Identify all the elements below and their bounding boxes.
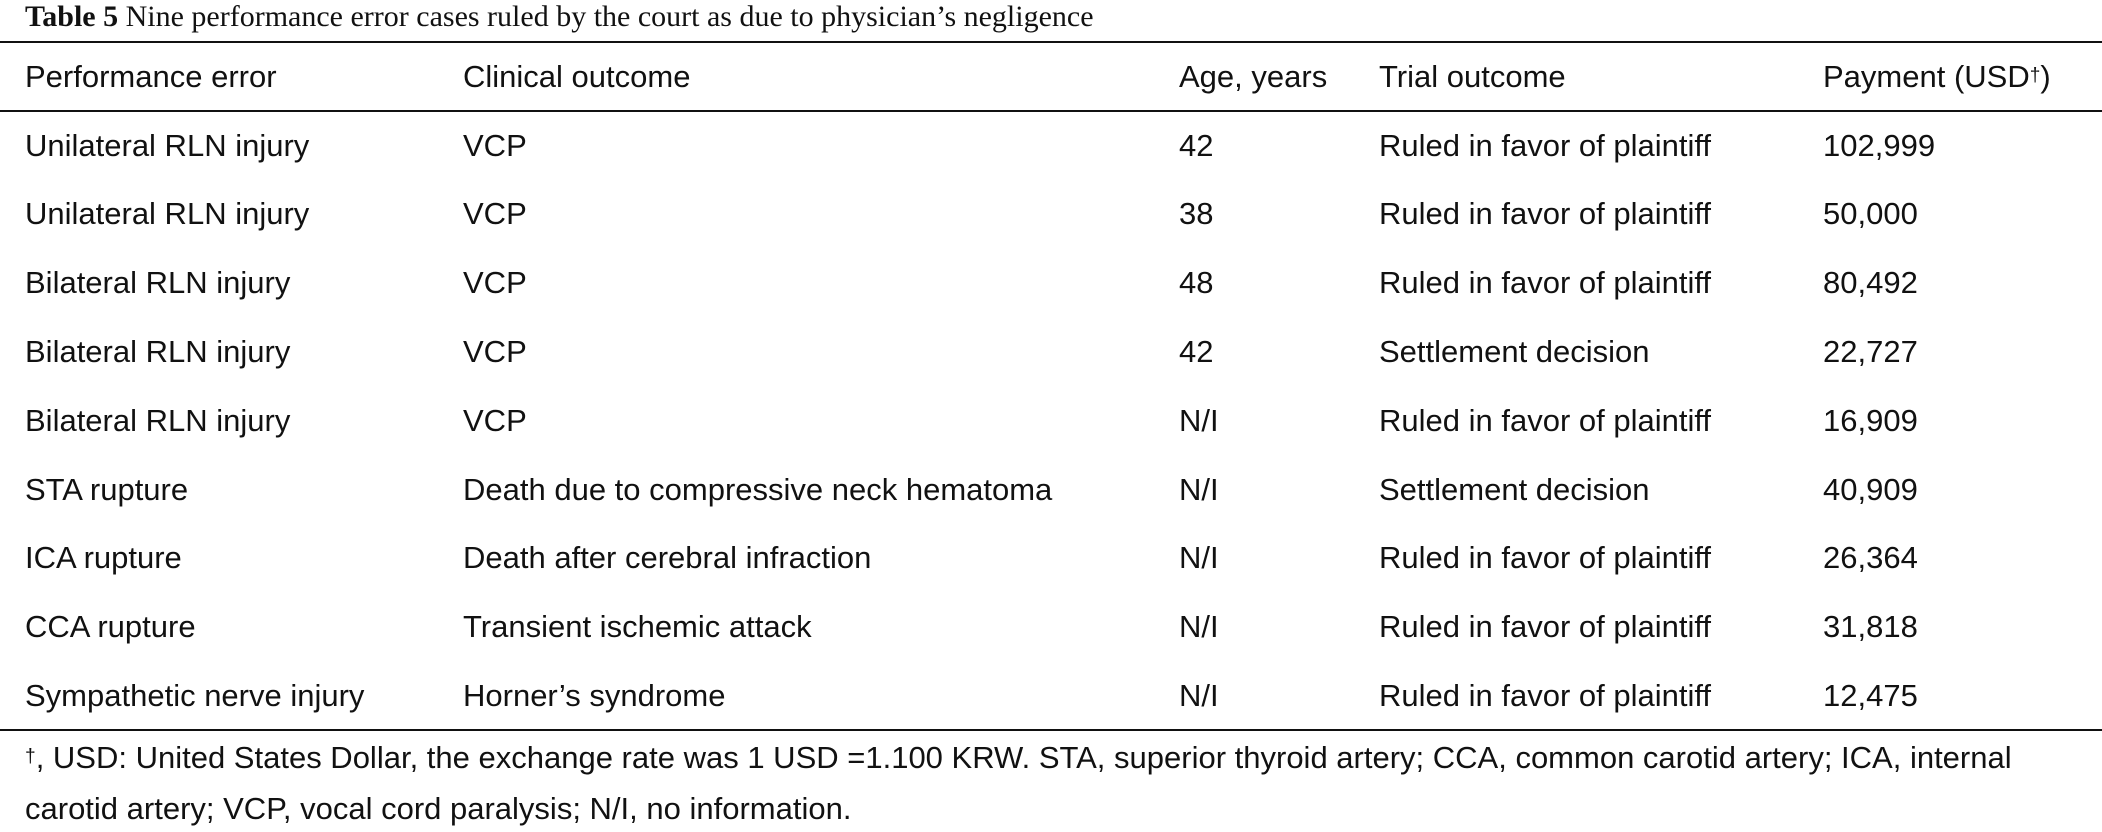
cell-trial-outcome: Ruled in favor of plaintiff bbox=[1379, 402, 1712, 438]
cell-performance-error: Unilateral RLN injury bbox=[25, 196, 310, 232]
table-footnote: †, USD: United States Dollar, the exchan… bbox=[25, 735, 2085, 832]
cell-payment: 16,909 bbox=[1823, 402, 1918, 438]
cell-age: N/I bbox=[1179, 609, 1219, 645]
cell-payment: 102,999 bbox=[1823, 127, 1936, 163]
table-row: Unilateral RLN injury VCP 42 Ruled in fa… bbox=[0, 111, 2102, 180]
column-header-clinical-outcome: Clinical outcome bbox=[463, 58, 691, 94]
cell-performance-error: ICA rupture bbox=[25, 540, 182, 576]
cell-performance-error: Bilateral RLN injury bbox=[25, 402, 291, 438]
cell-clinical-outcome: VCP bbox=[463, 265, 527, 301]
table-row: Bilateral RLN injury VCP 42 Settlement d… bbox=[0, 318, 2102, 387]
cell-performance-error: STA rupture bbox=[25, 471, 189, 507]
cell-trial-outcome: Ruled in favor of plaintiff bbox=[1379, 196, 1712, 232]
cell-age: 42 bbox=[1179, 333, 1214, 369]
header-row: Performance error Clinical outcome Age, … bbox=[0, 42, 2102, 111]
cell-clinical-outcome: VCP bbox=[463, 402, 527, 438]
cell-trial-outcome: Ruled in favor of plaintiff bbox=[1379, 609, 1712, 645]
table-row: ICA rupture Death after cerebral infract… bbox=[0, 524, 2102, 593]
table-caption-label: Table 5 bbox=[25, 0, 119, 33]
table-row: STA rupture Death due to compressive nec… bbox=[0, 455, 2102, 524]
cell-clinical-outcome: VCP bbox=[463, 333, 527, 369]
payment-header-text: Payment (USD bbox=[1823, 58, 2030, 94]
footnote-mark: † bbox=[25, 746, 36, 768]
payment-header-close: ) bbox=[2040, 58, 2051, 94]
cell-payment: 31,818 bbox=[1823, 609, 1918, 645]
header-rule bbox=[0, 110, 2102, 112]
table-row: Sympathetic nerve injury Horner’s syndro… bbox=[0, 662, 2102, 731]
top-rule bbox=[0, 41, 2102, 43]
cell-trial-outcome: Ruled in favor of plaintiff bbox=[1379, 265, 1712, 301]
cell-payment: 50,000 bbox=[1823, 196, 1918, 232]
cell-age: N/I bbox=[1179, 677, 1219, 713]
cell-performance-error: Bilateral RLN injury bbox=[25, 333, 291, 369]
column-header-performance-error: Performance error bbox=[25, 58, 277, 94]
cell-payment: 22,727 bbox=[1823, 333, 1918, 369]
cell-payment: 80,492 bbox=[1823, 265, 1918, 301]
cell-payment: 26,364 bbox=[1823, 540, 1918, 576]
cell-age: 38 bbox=[1179, 196, 1214, 232]
cell-age: 48 bbox=[1179, 265, 1214, 301]
payment-header-footnote-mark: † bbox=[2029, 64, 2041, 86]
cell-trial-outcome: Ruled in favor of plaintiff bbox=[1379, 677, 1712, 713]
cell-trial-outcome: Settlement decision bbox=[1379, 333, 1650, 369]
column-header-payment: Payment (USD†) bbox=[1823, 42, 2102, 111]
cell-clinical-outcome: Death due to compressive neck hematoma bbox=[463, 471, 1053, 507]
cell-payment: 40,909 bbox=[1823, 471, 1918, 507]
cell-age: N/I bbox=[1179, 471, 1219, 507]
cell-clinical-outcome: VCP bbox=[463, 127, 527, 163]
cell-age: N/I bbox=[1179, 540, 1219, 576]
table-row: Bilateral RLN injury VCP N/I Ruled in fa… bbox=[0, 386, 2102, 455]
table-row: Unilateral RLN injury VCP 38 Ruled in fa… bbox=[0, 180, 2102, 249]
data-table: Performance error Clinical outcome Age, … bbox=[0, 42, 2102, 730]
cell-performance-error: Unilateral RLN injury bbox=[25, 127, 310, 163]
cell-performance-error: CCA rupture bbox=[25, 609, 196, 645]
table-caption-text: Nine performance error cases ruled by th… bbox=[125, 0, 1094, 33]
cell-age: N/I bbox=[1179, 402, 1219, 438]
column-header-age: Age, years bbox=[1179, 58, 1328, 94]
cell-performance-error: Sympathetic nerve injury bbox=[25, 677, 365, 713]
cell-clinical-outcome: VCP bbox=[463, 196, 527, 232]
table-caption: Table 5 Nine performance error cases rul… bbox=[25, 0, 1094, 38]
cell-clinical-outcome: Death after cerebral infraction bbox=[463, 540, 872, 576]
table-row: Bilateral RLN injury VCP 48 Ruled in fav… bbox=[0, 249, 2102, 318]
footnote-text: , USD: United States Dollar, the exchang… bbox=[25, 740, 2012, 826]
cell-trial-outcome: Ruled in favor of plaintiff bbox=[1379, 127, 1712, 163]
cell-age: 42 bbox=[1179, 127, 1214, 163]
cell-performance-error: Bilateral RLN injury bbox=[25, 265, 291, 301]
cell-clinical-outcome: Transient ischemic attack bbox=[463, 609, 812, 645]
cell-payment: 12,475 bbox=[1823, 677, 1918, 713]
column-header-trial-outcome: Trial outcome bbox=[1379, 58, 1566, 94]
cell-trial-outcome: Ruled in favor of plaintiff bbox=[1379, 540, 1712, 576]
cell-clinical-outcome: Horner’s syndrome bbox=[463, 677, 726, 713]
table-row: CCA rupture Transient ischemic attack N/… bbox=[0, 593, 2102, 662]
bottom-rule bbox=[0, 729, 2102, 731]
cell-trial-outcome: Settlement decision bbox=[1379, 471, 1650, 507]
